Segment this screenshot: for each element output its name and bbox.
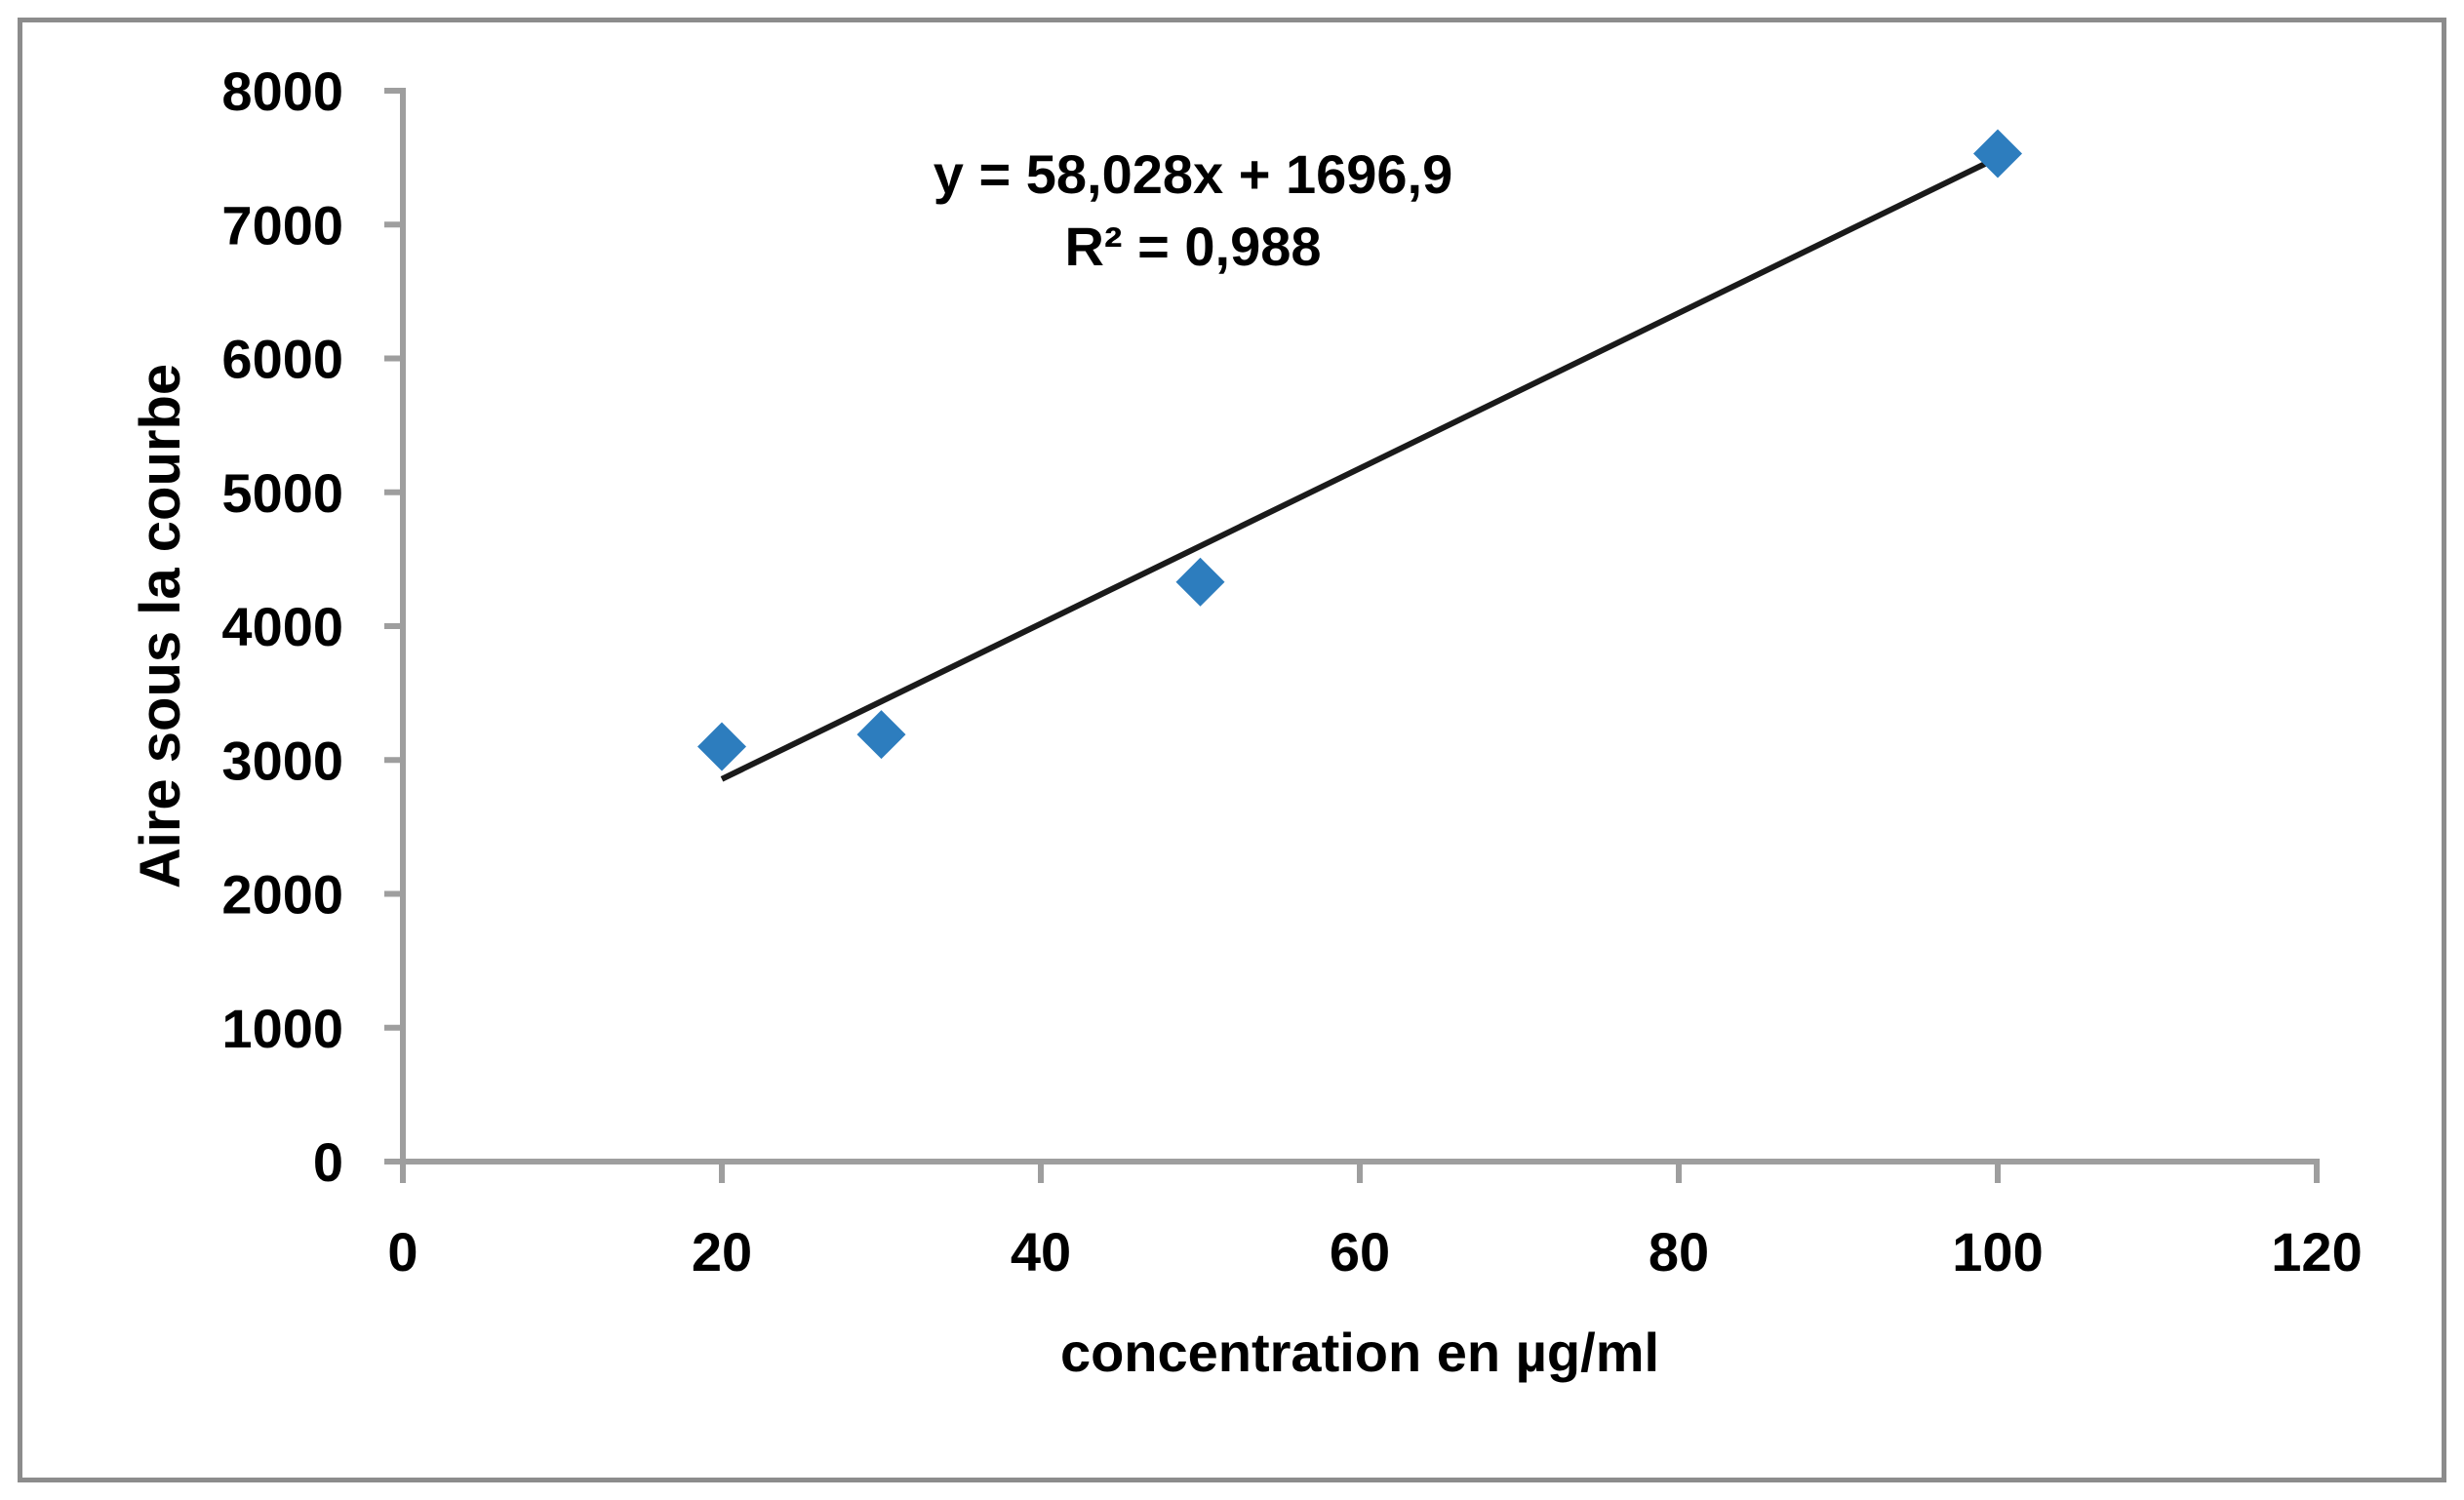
data-point-marker: [1973, 129, 2022, 178]
y-tick-label: 7000: [221, 194, 343, 256]
x-tick-label: 80: [1649, 1221, 1709, 1283]
y-tick-label: 1000: [221, 998, 343, 1059]
x-axis-title: concentration en µg/ml: [1059, 1322, 1660, 1383]
trendline-equation: y = 58,028x + 1696,9: [933, 143, 1453, 205]
trendline: [720, 154, 2000, 782]
x-tick-label: 20: [692, 1221, 752, 1283]
x-tick-label: 100: [1952, 1221, 2043, 1283]
y-tick-label: 3000: [221, 730, 343, 791]
y-tick-label: 2000: [221, 864, 343, 926]
x-tick-label: 60: [1330, 1221, 1390, 1283]
x-tick-label: 0: [387, 1221, 417, 1283]
y-tick-label: 0: [313, 1131, 343, 1193]
data-point-marker: [856, 710, 906, 760]
chart-border: [18, 18, 2446, 1482]
x-tick-label: 120: [2271, 1221, 2362, 1283]
y-axis-title: Aire sous la courbe: [129, 363, 192, 889]
y-tick-label: 5000: [221, 462, 343, 524]
trendline-r-squared: R² = 0,988: [1064, 216, 1322, 277]
y-tick-label: 8000: [221, 60, 343, 122]
x-tick-label: 40: [1011, 1221, 1071, 1283]
trendline-label: y = 58,028x + 1696,9 R² = 0,988: [803, 138, 1583, 283]
data-point-marker: [1175, 557, 1225, 607]
y-tick-label: 4000: [221, 596, 343, 657]
y-tick-label: 6000: [221, 329, 343, 390]
data-point-marker: [697, 722, 746, 771]
